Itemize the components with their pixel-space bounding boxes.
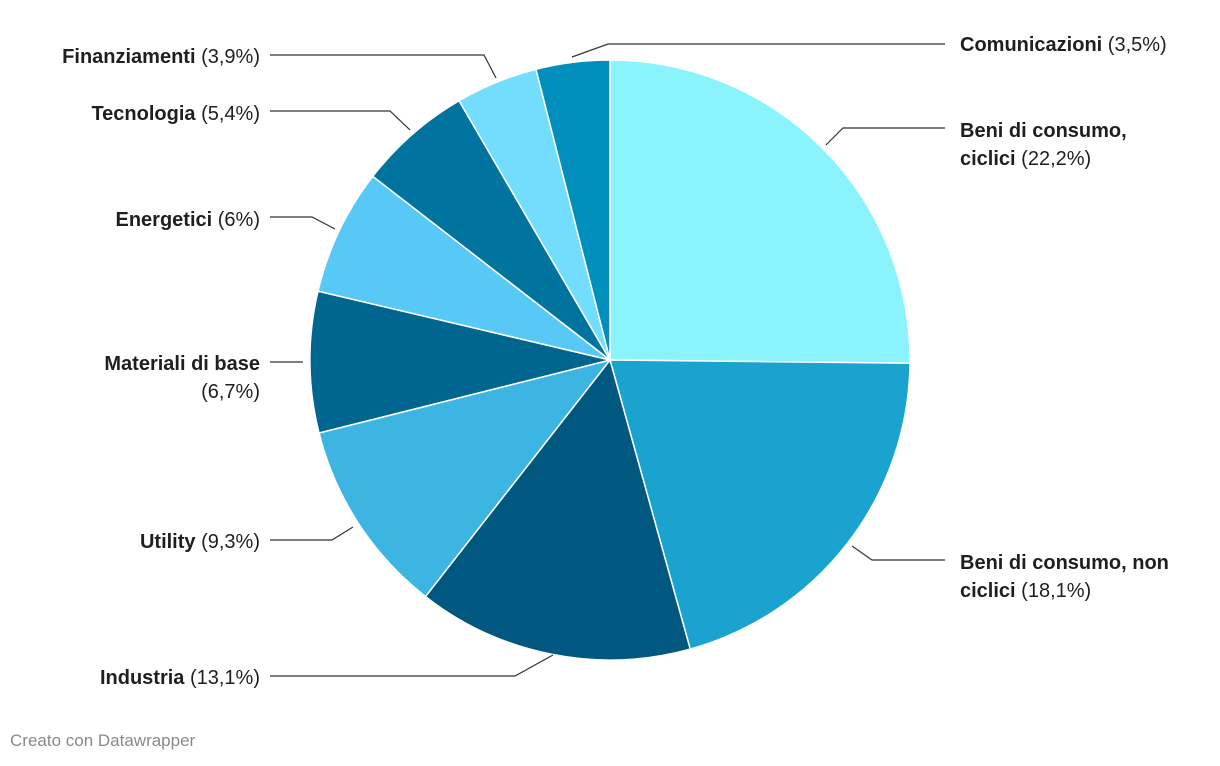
slice-label-8: Finanziamenti (3,9%) (62, 46, 260, 68)
pie-slice-9 (535, 59, 611, 361)
leader-line-8 (270, 54, 497, 79)
pie-slice-4 (318, 358, 612, 598)
pie-slice-3 (424, 358, 692, 661)
slice-label-5: Materiali di base (6,7%) (104, 353, 260, 403)
slice-label-3: Industria (13,1%) (100, 667, 260, 689)
pie-slice-6 (317, 175, 611, 361)
leader-line-1 (825, 127, 945, 146)
leader-line-2 (851, 545, 945, 561)
slice-label-7: Tecnologia (5,4%) (91, 103, 260, 125)
credit-text: Creato con Datawrapper (10, 731, 196, 750)
slice-label-9: Comunicazioni (3,5%) (960, 34, 1167, 56)
leader-line-9 (571, 43, 945, 58)
pie-labels: Beni di consumo, ciclici (22,2%) Beni di c… (62, 34, 1169, 689)
pie-slices (309, 59, 911, 661)
slice-label-6: Energetici (6%) (116, 209, 261, 231)
slice-label-2: Beni di consumo, non ciclici (18,1%) (960, 552, 1169, 602)
pie-slice-5 (309, 290, 611, 434)
slice-label-1: Beni di consumo, ciclici (22,2%) (960, 120, 1127, 170)
leader-line-7 (270, 110, 411, 131)
leader-line-3 (270, 654, 554, 677)
pie-slice-1 (609, 59, 911, 364)
pie-slice-2 (609, 359, 911, 650)
leader-line-4 (270, 526, 354, 541)
slice-label-4: Utility (9,3%) (140, 531, 260, 553)
leader-line-6 (270, 216, 336, 230)
